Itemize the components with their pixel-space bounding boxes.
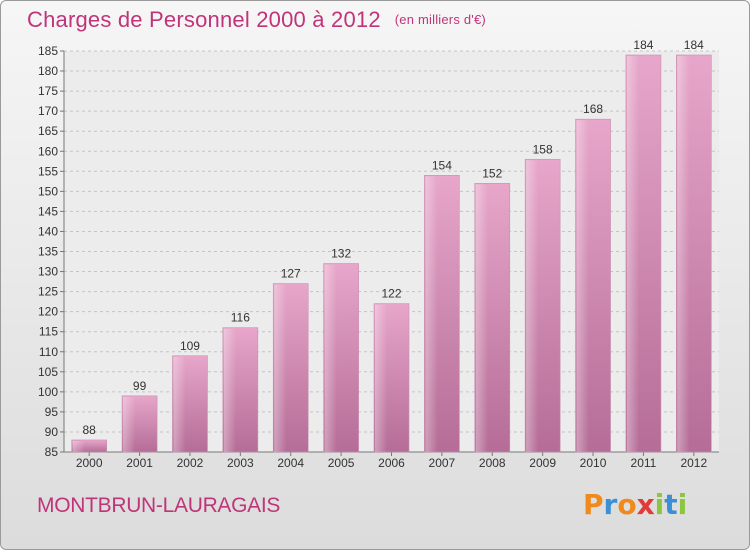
bar-highlight <box>375 304 388 452</box>
y-tick-label: 100 <box>38 385 58 399</box>
logo-letter: P <box>583 488 604 521</box>
data-label: 154 <box>432 158 452 172</box>
x-tick-label: 2007 <box>429 456 456 470</box>
data-labels: 88 99 109 116 127 132 122 154 152 158 168 184 184 <box>83 38 705 437</box>
data-label: 116 <box>231 311 250 325</box>
x-tick-label: 2012 <box>680 456 707 470</box>
chart-subtitle: (en milliers d'€) <box>394 12 486 27</box>
chart-title-text: Charges de Personnel 2000 à 2012 <box>27 7 381 32</box>
y-tick-label: 165 <box>38 124 58 138</box>
logo-letter: x <box>636 488 655 521</box>
chart-title: Charges de Personnel 2000 à 2012 (en mill… <box>27 7 486 33</box>
y-tick-label: 175 <box>38 84 58 98</box>
y-tick-label: 185 <box>38 44 58 58</box>
x-tick-label: 2003 <box>227 456 254 470</box>
y-tick-label: 85 <box>45 445 59 459</box>
y-tick-label: 115 <box>39 325 58 339</box>
bar-highlight <box>526 160 539 452</box>
data-label: 168 <box>583 102 603 116</box>
logo-letter: o <box>617 488 637 521</box>
bar-highlight <box>123 396 136 452</box>
x-tick-label: 2008 <box>479 456 506 470</box>
y-tick-label: 90 <box>45 425 59 439</box>
y-tick-label: 155 <box>38 164 58 178</box>
y-tick-label: 180 <box>38 64 58 78</box>
logo-letter: i <box>677 488 688 521</box>
data-label: 152 <box>482 166 502 180</box>
data-label: 158 <box>533 142 553 156</box>
data-label: 127 <box>281 267 301 281</box>
bars <box>71 54 712 453</box>
y-tick-label: 125 <box>38 285 58 299</box>
logo-letter: r <box>603 488 618 521</box>
bar-highlight <box>475 184 489 452</box>
bar-highlight <box>223 328 237 452</box>
x-tick-label: 2001 <box>126 456 153 470</box>
y-tick-label: 150 <box>38 184 58 198</box>
x-tick-label: 2004 <box>277 456 304 470</box>
data-label: 184 <box>684 38 704 52</box>
y-tick-label: 140 <box>38 224 58 238</box>
bar-highlight <box>425 176 438 452</box>
bar-highlight <box>72 440 85 452</box>
x-tick-label: 2000 <box>76 456 103 470</box>
y-tick-label: 145 <box>38 204 58 218</box>
x-tick-label: 2009 <box>529 456 556 470</box>
y-tick-label: 130 <box>38 265 58 279</box>
data-label: 122 <box>381 287 401 301</box>
x-tick-label: 2005 <box>328 456 355 470</box>
data-label: 184 <box>633 38 653 52</box>
data-label: 109 <box>180 339 200 353</box>
bar-highlight <box>324 264 337 452</box>
x-tick-label: 2006 <box>378 456 405 470</box>
y-tick-label: 110 <box>39 345 58 359</box>
logo-letter: t <box>664 488 678 521</box>
bar-highlight <box>626 56 640 452</box>
y-tick-label: 160 <box>38 144 58 158</box>
bar-highlight <box>274 284 287 452</box>
bar-highlight <box>677 56 690 452</box>
place-name: MONTBRUN-LAURAGAIS <box>37 494 281 517</box>
y-tick-label: 105 <box>38 365 58 379</box>
y-tick-label: 135 <box>38 245 58 259</box>
proxiti-logo: Proxiti <box>583 488 687 521</box>
x-tick-label: 2011 <box>631 456 657 470</box>
y-tick-label: 120 <box>38 305 58 319</box>
logo-letter: i <box>654 488 665 521</box>
y-tick-label: 170 <box>38 104 58 118</box>
bar-highlight <box>173 356 186 452</box>
data-label: 99 <box>133 379 147 393</box>
data-label: 132 <box>331 247 351 261</box>
y-tick-label: 95 <box>45 405 59 419</box>
bar-highlight <box>576 120 589 453</box>
data-label: 88 <box>83 423 97 437</box>
x-tick-label: 2010 <box>580 456 607 470</box>
x-tick-label: 2002 <box>177 456 204 470</box>
